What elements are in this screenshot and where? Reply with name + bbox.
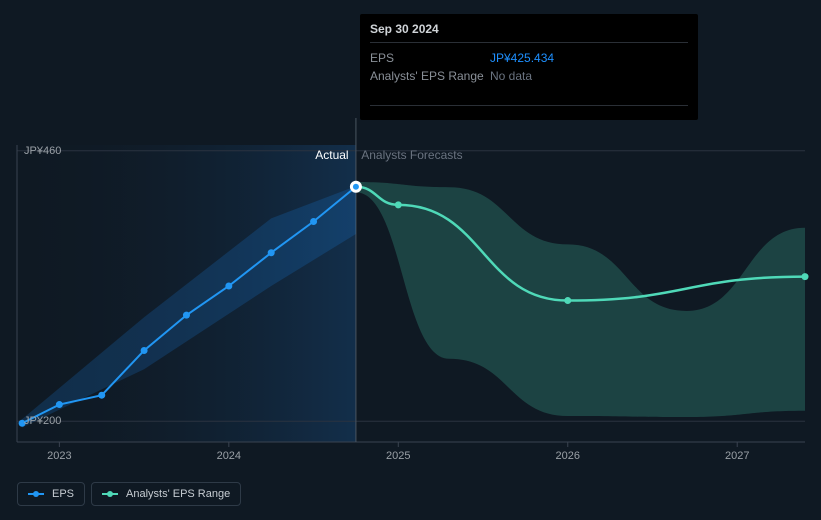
tooltip-row-range: Analysts' EPS Range No data	[370, 67, 688, 85]
legend-swatch-eps	[28, 489, 44, 499]
legend-label: EPS	[52, 488, 74, 500]
tooltip-value-eps: JP¥425.434	[490, 49, 688, 67]
actual-label: Actual	[315, 148, 348, 162]
x-axis-label: 2024	[217, 450, 241, 462]
chart-tooltip: Sep 30 2024 EPS JP¥425.434 Analysts' EPS…	[360, 14, 698, 120]
x-axis-label: 2025	[386, 450, 410, 462]
x-axis-label: 2027	[725, 450, 749, 462]
tooltip-divider	[370, 105, 688, 106]
x-axis-label: 2023	[47, 450, 71, 462]
y-axis-label: JP¥460	[24, 145, 61, 157]
tooltip-value-range: No data	[490, 67, 688, 85]
tooltip-row-eps: EPS JP¥425.434	[370, 49, 688, 67]
y-axis-label: JP¥200	[24, 415, 61, 427]
x-axis-label: 2026	[556, 450, 580, 462]
tooltip-date: Sep 30 2024	[370, 22, 688, 43]
eps-chart: JP¥200 JP¥460 2023 2024 2025 2026 2027 A…	[0, 0, 821, 520]
legend-eps[interactable]: EPS	[17, 482, 85, 506]
tooltip-key: EPS	[370, 49, 490, 67]
tooltip-key: Analysts' EPS Range	[370, 67, 490, 85]
legend-label: Analysts' EPS Range	[126, 488, 230, 500]
forecast-label: Analysts Forecasts	[361, 148, 462, 162]
legend-swatch-range	[102, 489, 118, 499]
legend-eps-range[interactable]: Analysts' EPS Range	[91, 482, 241, 506]
chart-legend: EPS Analysts' EPS Range	[17, 482, 241, 506]
